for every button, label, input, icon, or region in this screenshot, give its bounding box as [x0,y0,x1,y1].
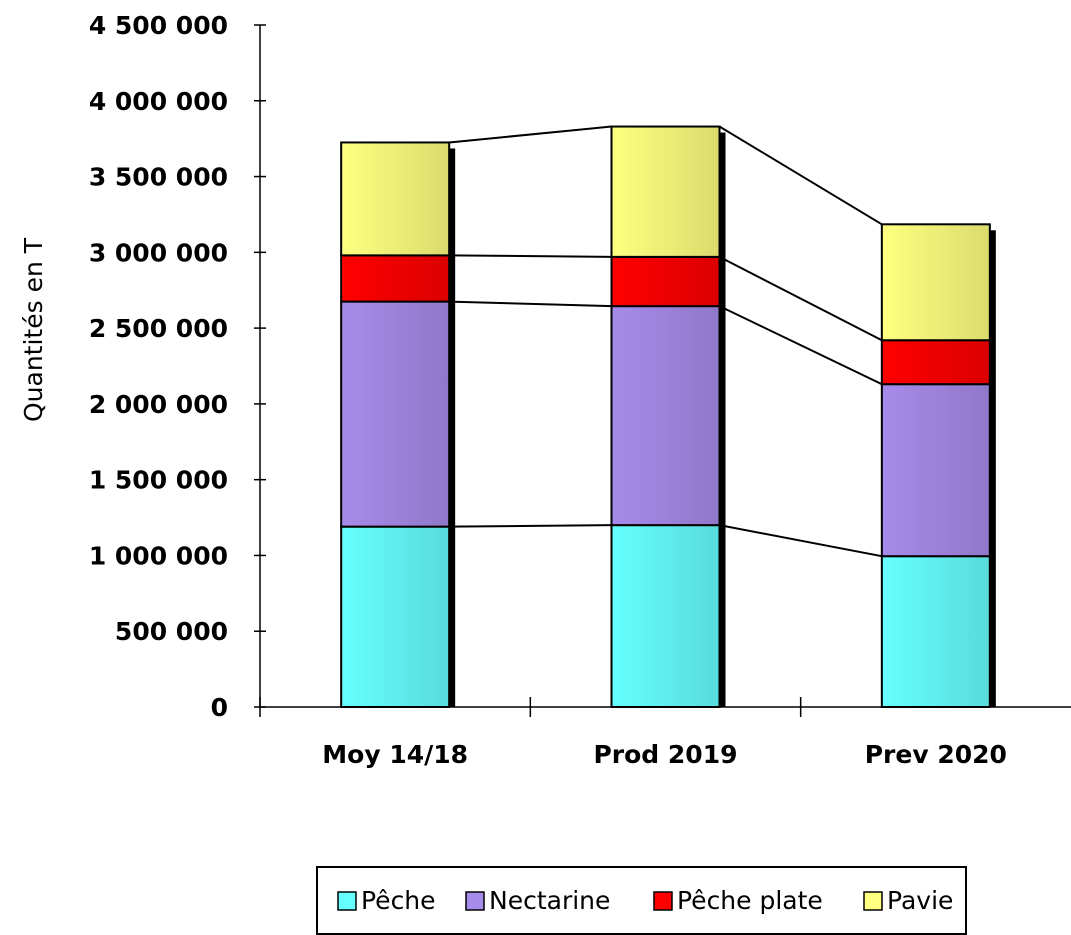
bar-segment-pavie-prev-2020 [880,223,991,342]
connector-line-peche-plate-0 [449,254,612,258]
bar-segment-peche-prod-2019 [610,524,721,709]
connector-line-nectarine-0 [449,300,612,308]
connector-line-nectarine-1 [719,305,883,386]
bar-segment-pavie-prod-2019 [610,125,721,258]
bar-segment-peche-plate-moy-14-18 [340,254,451,303]
y-tick-label: 3 500 000 [89,163,228,192]
x-category-label: Prev 2020 [865,740,1007,769]
x-category-label: Moy 14/18 [322,740,468,769]
legend-swatch-peche-plate [653,891,673,911]
x-category-labels: Moy 14/18 Prod 2019 Prev 2020 [322,740,1007,769]
legend-swatch-peche [337,891,357,911]
y-axis-title: Quantités en T [19,237,48,422]
y-tick-label: 4 500 000 [89,11,228,40]
x-category-label: Prod 2019 [593,740,737,769]
y-tick-label: 2 500 000 [89,314,228,343]
legend-swatch-nectarine [465,891,485,911]
bar-segment-peche-moy-14-18 [340,525,451,708]
legend-swatch-pavie [863,891,883,911]
y-tick-label: 1 500 000 [89,466,228,495]
y-tick-label: 0 [211,693,228,722]
y-tick-label: 1 000 000 [89,541,228,570]
connector-line-pavie-0 [449,125,612,144]
connector-line-peche-1 [719,524,883,558]
bar-segment-peche-prev-2020 [880,555,991,708]
axes [254,24,1071,717]
y-tick-label: 2 000 000 [89,390,228,419]
y-tick-label: 4 000 000 [89,87,228,116]
connector-line-pavie-1 [718,125,883,226]
legend: Pêche Nectarine Pêche plate Pavie [316,866,967,935]
bars [340,125,996,709]
y-tick-label: 3 000 000 [89,238,228,267]
y-tick-labels: 0 500 000 1 000 000 1 500 000 2 000 000 2 500… [89,11,228,722]
series-connector-lines [449,125,883,558]
bar-segment-nectarine-moy-14-18 [340,300,451,528]
bar-segment-peche-plate-prev-2020 [880,339,991,386]
connector-line-peche-0 [449,524,612,528]
bar-segment-nectarine-prod-2019 [610,305,721,527]
legend-label-pavie: Pavie [887,886,953,915]
bar-segment-nectarine-prev-2020 [880,383,991,558]
legend-label-nectarine: Nectarine [489,886,610,915]
bar-segment-peche-plate-prod-2019 [610,255,721,308]
bar-segment-pavie-moy-14-18 [340,141,451,257]
legend-label-peche-plate: Pêche plate [677,886,823,915]
y-axis-title-group: Quantités en T [19,237,48,422]
legend-label-peche: Pêche [361,886,436,915]
connector-line-peche-plate-1 [719,255,883,342]
y-tick-label: 500 000 [115,617,228,646]
legend-box [316,866,967,935]
